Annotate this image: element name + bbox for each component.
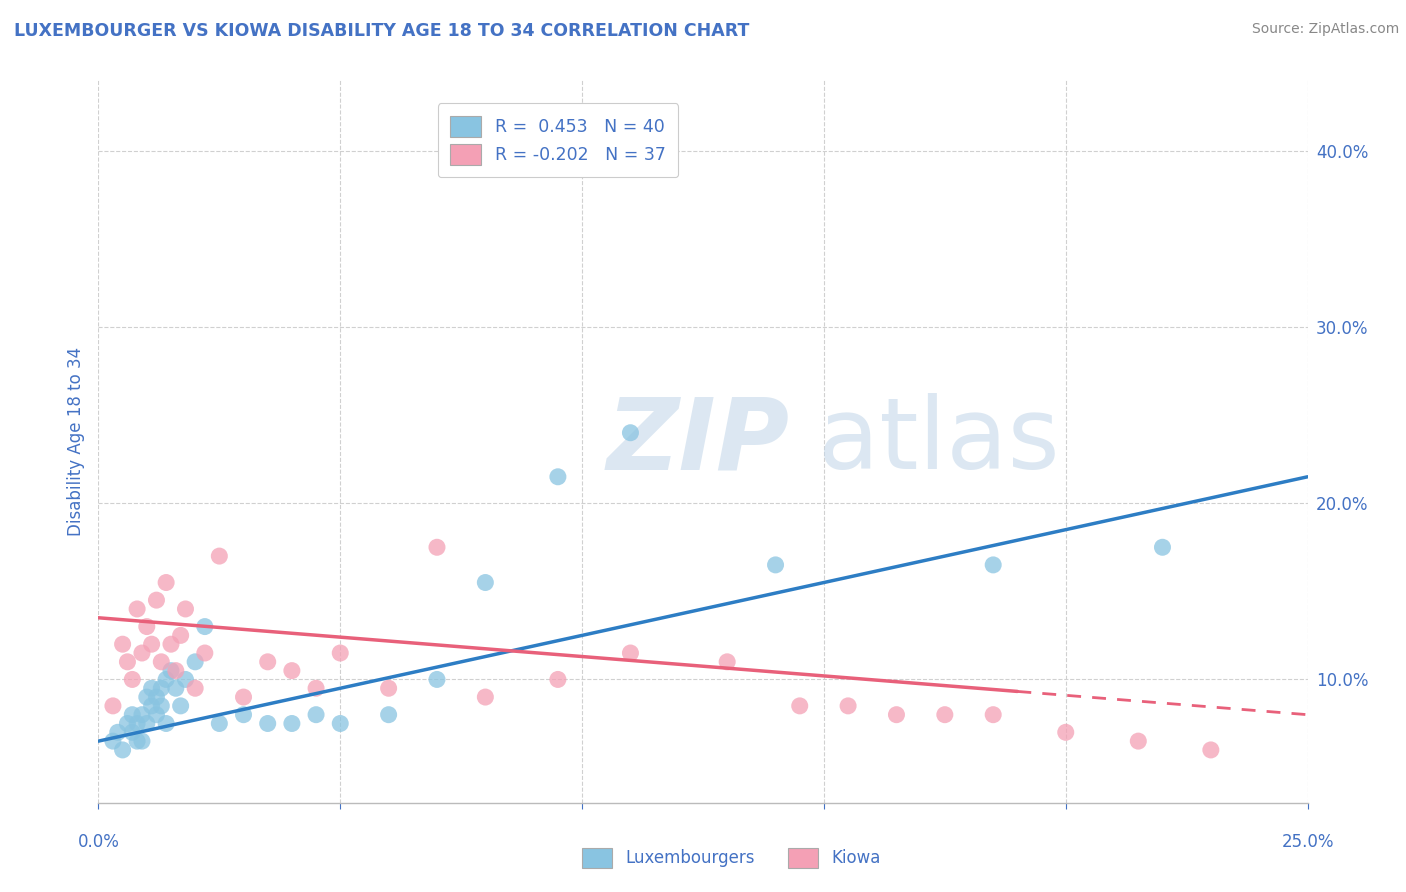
Point <box>765 558 787 572</box>
Point <box>117 655 139 669</box>
Point <box>169 628 191 642</box>
Point <box>174 602 197 616</box>
Point <box>107 725 129 739</box>
Point <box>377 681 399 696</box>
Point <box>547 673 569 687</box>
Point <box>111 743 134 757</box>
Point <box>934 707 956 722</box>
Point <box>127 734 149 748</box>
Point <box>1054 725 1077 739</box>
Point <box>256 716 278 731</box>
Point <box>619 425 641 440</box>
Point <box>150 698 173 713</box>
Point <box>169 698 191 713</box>
Point <box>135 690 157 704</box>
Point <box>131 646 153 660</box>
Point <box>329 716 352 731</box>
Point <box>886 707 908 722</box>
Point <box>329 646 352 660</box>
Point <box>117 716 139 731</box>
Point <box>232 707 254 722</box>
Point <box>305 707 328 722</box>
Point <box>716 655 738 669</box>
Point <box>1152 541 1174 555</box>
Point <box>145 707 167 722</box>
Point <box>141 637 163 651</box>
Point <box>174 673 197 687</box>
Point <box>127 716 149 731</box>
Point <box>141 698 163 713</box>
Point <box>208 549 231 563</box>
Text: 25.0%: 25.0% <box>1281 833 1334 851</box>
Y-axis label: Disability Age 18 to 34: Disability Age 18 to 34 <box>66 347 84 536</box>
Text: ZIP: ZIP <box>606 393 789 490</box>
Point <box>619 646 641 660</box>
Point <box>141 681 163 696</box>
Point <box>121 725 143 739</box>
Point <box>121 673 143 687</box>
Point <box>1199 743 1222 757</box>
Point <box>474 690 496 704</box>
Point <box>194 646 217 660</box>
Text: LUXEMBOURGER VS KIOWA DISABILITY AGE 18 TO 34 CORRELATION CHART: LUXEMBOURGER VS KIOWA DISABILITY AGE 18 … <box>14 22 749 40</box>
Point <box>184 655 207 669</box>
Point <box>155 575 177 590</box>
Point <box>208 716 231 731</box>
Point <box>160 637 183 651</box>
Legend: R =  0.453   N = 40, R = -0.202   N = 37: R = 0.453 N = 40, R = -0.202 N = 37 <box>437 103 678 177</box>
Point <box>155 673 177 687</box>
Text: 0.0%: 0.0% <box>77 833 120 851</box>
Point <box>145 593 167 607</box>
Point <box>377 707 399 722</box>
Point <box>474 575 496 590</box>
Point <box>165 664 187 678</box>
Point <box>426 673 449 687</box>
Point <box>145 690 167 704</box>
Point <box>281 664 304 678</box>
Text: atlas: atlas <box>818 393 1060 490</box>
Point <box>981 558 1004 572</box>
Point <box>131 707 153 722</box>
Point <box>547 470 569 484</box>
Point <box>131 734 153 748</box>
Point <box>837 698 859 713</box>
Point <box>155 716 177 731</box>
Point <box>232 690 254 704</box>
Point <box>121 707 143 722</box>
Point <box>981 707 1004 722</box>
Point <box>305 681 328 696</box>
Point <box>150 681 173 696</box>
Point <box>127 602 149 616</box>
Point <box>135 716 157 731</box>
Text: Source: ZipAtlas.com: Source: ZipAtlas.com <box>1251 22 1399 37</box>
Point <box>150 655 173 669</box>
Point <box>111 637 134 651</box>
Point <box>1128 734 1150 748</box>
Point <box>101 734 124 748</box>
Legend: Luxembourgers, Kiowa: Luxembourgers, Kiowa <box>575 841 887 875</box>
Point <box>165 681 187 696</box>
Point <box>101 698 124 713</box>
Point <box>789 698 811 713</box>
Point <box>135 619 157 633</box>
Point <box>184 681 207 696</box>
Point <box>256 655 278 669</box>
Point <box>160 664 183 678</box>
Point <box>194 619 217 633</box>
Point <box>426 541 449 555</box>
Point <box>281 716 304 731</box>
